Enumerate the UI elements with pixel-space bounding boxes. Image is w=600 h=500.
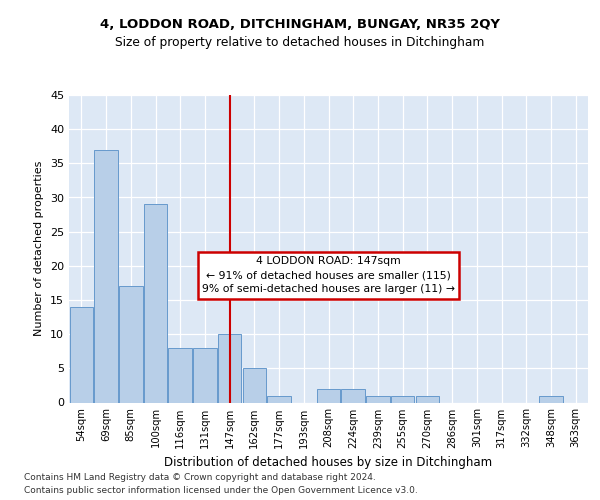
Bar [242,368,266,402]
Text: 4 LODDON ROAD: 147sqm
← 91% of detached houses are smaller (115)
9% of semi-deta: 4 LODDON ROAD: 147sqm ← 91% of detached … [202,256,455,294]
Bar [94,150,118,402]
Bar [317,389,340,402]
Text: Contains HM Land Registry data © Crown copyright and database right 2024.: Contains HM Land Registry data © Crown c… [24,472,376,482]
Bar [416,396,439,402]
Y-axis label: Number of detached properties: Number of detached properties [34,161,44,336]
Bar [341,389,365,402]
Bar [169,348,192,403]
Text: Size of property relative to detached houses in Ditchingham: Size of property relative to detached ho… [115,36,485,49]
Bar [193,348,217,403]
X-axis label: Distribution of detached houses by size in Ditchingham: Distribution of detached houses by size … [164,456,493,469]
Text: 4, LODDON ROAD, DITCHINGHAM, BUNGAY, NR35 2QY: 4, LODDON ROAD, DITCHINGHAM, BUNGAY, NR3… [100,18,500,30]
Bar [268,396,291,402]
Text: Contains public sector information licensed under the Open Government Licence v3: Contains public sector information licen… [24,486,418,495]
Bar [218,334,241,402]
Bar [119,286,143,403]
Bar [391,396,415,402]
Bar [70,307,93,402]
Bar [539,396,563,402]
Bar [144,204,167,402]
Bar [366,396,389,402]
